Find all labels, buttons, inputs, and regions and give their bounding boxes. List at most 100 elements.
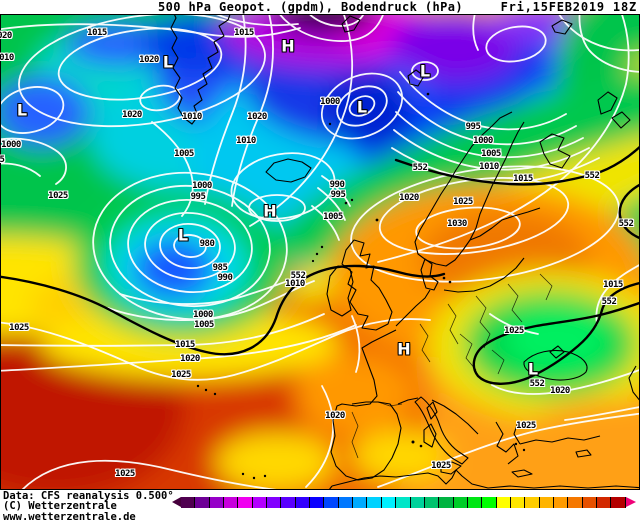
height-552-label: 552 [601,297,617,307]
isobar-label: 1010 [479,162,499,172]
isobar-label: 1010 [236,136,256,146]
isobar-label: 1025 [48,191,68,201]
isobar-label: 1030 [447,219,467,229]
isobar-label: 1015 [175,340,195,350]
isobar-label: 1000 [473,136,493,146]
credits-line-url: www.wetterzentrale.de [3,510,136,522]
coastlines [170,14,640,490]
isobar-label: 1015 [234,28,254,38]
colorbar-swatch [367,497,382,508]
isobar-label: 1025 [516,421,536,431]
colorbar-swatch [568,497,583,508]
colorbar-swatch [482,497,497,508]
isobar-label: 1000 [1,140,21,150]
credits-line-copyright: (C) Wetterzentrale [3,500,117,513]
pressure-center-letter: L [162,52,174,72]
isobar-label: 1020 [325,411,345,421]
pressure-center-letter: L [16,100,28,120]
colorbar-swatch [539,497,554,508]
isobar-label: 1010 [182,112,202,122]
colorbar-swatch [238,497,253,508]
height-552-label: 552 [584,171,600,181]
geopotential-552-lines [0,145,640,385]
colorbar-swatch [439,497,454,508]
isobar-label: 1010 [285,279,305,289]
pressure-center-letter: H [281,36,295,56]
isobar-label: 990 [217,273,233,283]
credits: Data: CFS reanalysis 0.500° (C) Wetterze… [3,491,174,522]
pressure-center-letter: H [263,201,277,221]
isobar-label: 1020 [0,31,12,41]
colorbar-swatch [224,497,239,508]
isobar-label: 5 [0,155,5,165]
map-labels-layer: 1020 1010 1015 1015 1020 1020 1010 1020 1010 1000… [0,14,640,490]
isobar-label: 1025 [9,323,29,333]
footer: Data: CFS reanalysis 0.500° (C) Wetterze… [0,490,640,522]
colorbar-swatch [209,497,225,508]
credits-line-data: Data: CFS reanalysis 0.500° [3,490,174,502]
isobar-label: 990 [329,180,345,190]
isobar-label: 1005 [323,212,343,222]
isobar-label: 1000 [193,310,213,320]
height-552-label: 552 [618,219,634,229]
isobar-label: 1020 [247,112,267,122]
weather-map [0,14,640,490]
colorbar-swatch [338,497,354,508]
isobar-label: 995 [330,190,346,200]
map-area: 1020 1010 1015 1015 1020 1020 1010 1020 1010 1000… [0,14,640,490]
pressure-center-letter: L [419,61,431,81]
geopotential-colorbar [172,497,636,508]
isobar-label: 1025 [431,461,451,471]
colorbar-swatch [353,497,368,508]
isobar-label: 1000 [192,181,212,191]
isobar-label: 985 [212,263,228,273]
isobar-label: 1025 [171,370,191,380]
colorbar-swatch [410,497,425,508]
colorbar-swatch [496,497,511,508]
map-title: 500 hPa Geopot. (gpdm), Bodendruck (hPa) [158,0,463,14]
isobar-label: 1020 [122,110,142,120]
isobar-label: 995 [190,192,206,202]
isobar-label: 980 [199,239,215,249]
colorbar-swatch [611,497,626,508]
colorbar-swatch [582,497,597,508]
colorbar-swatch [467,497,483,508]
height-552-label: 552 [529,379,545,389]
pressure-center-letter: L [527,359,539,379]
colorbar-swatch [324,497,339,508]
colorbar-left-arrow [172,497,181,507]
colorbar-swatch [195,497,210,508]
colorbar-right-arrow [625,497,636,507]
isobar-label: 1020 [139,55,159,65]
colorbar-swatch [181,497,196,508]
colorbar-swatch [310,497,325,508]
isobar-label: 1010 [0,53,14,63]
colorbar-swatch [295,497,311,508]
map-datetime: Fri,15FEB2019 18Z [500,0,637,14]
isobar-label: 1015 [513,174,533,184]
isobar-label: 1005 [174,149,194,159]
isobar-label: 1005 [194,320,214,330]
colorbar-swatch [252,497,268,508]
pressure-center-letter: L [177,225,189,245]
isobar-label: 1000 [320,97,340,107]
pressure-center-letter: L [356,97,368,117]
isobar-label: 1005 [481,149,501,159]
colorbar-swatch [525,497,540,508]
isobar-label: 1015 [87,28,107,38]
isobar-label: 1020 [180,354,200,364]
colorbar-swatch [553,497,569,508]
isobar-label: 1020 [399,193,419,203]
colorbar-swatch [396,497,411,508]
colorbar-swatch [596,497,612,508]
height-552-label: 552 [290,271,306,281]
isobar-label: 1025 [453,197,473,207]
isobar-label: 1025 [504,326,524,336]
colorbar-swatch [381,497,397,508]
isobar-label: 1015 [603,280,623,290]
colorbar-swatch [267,497,282,508]
title-bar: 500 hPa Geopot. (gpdm), Bodendruck (hPa)… [0,0,640,14]
colorbar-swatch [424,497,440,508]
isobar-label: 995 [465,122,481,132]
